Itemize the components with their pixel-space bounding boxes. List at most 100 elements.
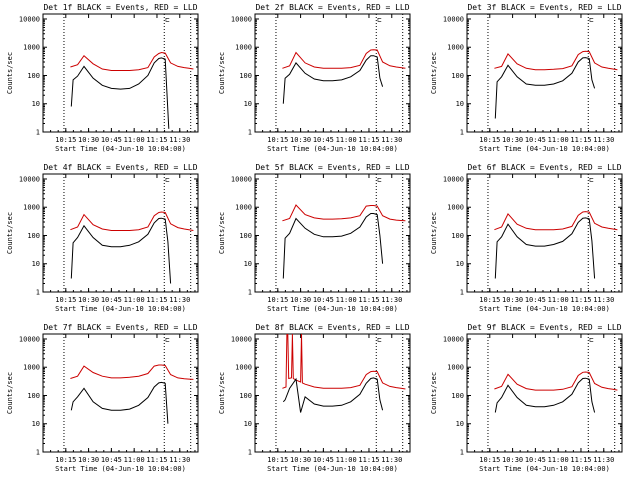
x-tick-label: 11:00 xyxy=(124,456,145,464)
x-tick-label: 11:15 xyxy=(146,136,167,144)
y-tick-label: 1000 xyxy=(23,204,40,212)
y-tick-label: 100 xyxy=(27,392,40,400)
x-axis-label: Start Time (04-Jun-10 10:04:00) xyxy=(267,145,398,153)
y-axis-label: Counts/sec xyxy=(430,52,438,94)
y-tick-label: 10000 xyxy=(19,175,40,183)
chart-title: Det 4f BLACK = Events, RED = LLD xyxy=(43,163,197,172)
x-tick-label: 10:45 xyxy=(525,456,546,464)
series-line-events xyxy=(70,217,172,284)
x-tick-label: 11:30 xyxy=(169,456,190,464)
plot-frame xyxy=(254,13,411,133)
y-tick-label: 1000 xyxy=(23,364,40,372)
y-axis-label: Counts/sec xyxy=(6,52,14,94)
plot-frame xyxy=(42,173,199,293)
bracket-marker: ⊏ xyxy=(377,336,381,344)
chart-title: Det 1f BLACK = Events, RED = LLD xyxy=(43,3,197,12)
y-tick-label: 100 xyxy=(239,232,252,240)
y-tick-label: 1 xyxy=(36,449,40,457)
x-tick-label: 10:15 xyxy=(267,456,288,464)
x-tick-label: 11:15 xyxy=(146,296,167,304)
x-axis-label: Start Time (04-Jun-10 10:04:00) xyxy=(479,145,610,153)
y-tick-label: 1000 xyxy=(447,204,464,212)
plot-frame xyxy=(466,13,623,133)
series-line-lld xyxy=(70,364,194,380)
plot-frame xyxy=(254,333,411,453)
y-tick-label: 10 xyxy=(32,260,40,268)
x-tick-label: 11:15 xyxy=(358,136,379,144)
y-tick-label: 10000 xyxy=(443,175,464,183)
x-tick-label: 10:15 xyxy=(267,296,288,304)
plot-frame xyxy=(466,173,623,293)
y-tick-label: 10000 xyxy=(231,15,252,23)
x-tick-label: 11:00 xyxy=(336,136,357,144)
y-tick-label: 10000 xyxy=(19,15,40,23)
y-tick-label: 10 xyxy=(244,260,252,268)
y-tick-label: 100 xyxy=(239,392,252,400)
y-tick-label: 100 xyxy=(451,72,464,80)
y-tick-label: 1 xyxy=(460,129,464,137)
y-tick-label: 10 xyxy=(32,100,40,108)
bracket-marker: ⊏ xyxy=(377,16,381,24)
y-tick-label: 1000 xyxy=(235,204,252,212)
x-tick-label: 10:30 xyxy=(78,296,99,304)
series-line-lld xyxy=(282,204,406,222)
x-axis-label: Start Time (04-Jun-10 10:04:00) xyxy=(55,465,186,473)
y-axis-label: Counts/sec xyxy=(6,372,14,414)
x-tick-label: 10:15 xyxy=(55,296,76,304)
y-tick-label: 10 xyxy=(456,260,464,268)
series-line-lld xyxy=(282,334,406,390)
y-tick-label: 1 xyxy=(460,289,464,297)
y-tick-label: 10 xyxy=(32,420,40,428)
x-tick-label: 10:15 xyxy=(55,456,76,464)
x-tick-label: 10:30 xyxy=(502,456,523,464)
x-tick-label: 10:30 xyxy=(78,456,99,464)
series-line-events xyxy=(282,55,384,104)
x-tick-label: 11:30 xyxy=(381,296,402,304)
x-tick-label: 10:15 xyxy=(479,296,500,304)
y-tick-label: 1000 xyxy=(447,44,464,52)
x-tick-label: 10:30 xyxy=(290,296,311,304)
y-tick-label: 10 xyxy=(244,100,252,108)
x-tick-label: 10:45 xyxy=(101,136,122,144)
series-line-lld xyxy=(70,211,194,231)
x-tick-label: 11:15 xyxy=(358,456,379,464)
chart-title: Det 2f BLACK = Events, RED = LLD xyxy=(255,3,409,12)
x-tick-label: 11:30 xyxy=(169,296,190,304)
chart-panel-1: Det 1f BLACK = Events, RED = LLD 10:15 10:… xyxy=(6,3,199,153)
x-tick-label: 10:45 xyxy=(525,296,546,304)
y-tick-label: 10000 xyxy=(443,335,464,343)
y-tick-label: 1 xyxy=(248,129,252,137)
x-tick-label: 11:15 xyxy=(570,296,591,304)
y-tick-label: 1 xyxy=(248,289,252,297)
y-tick-label: 1 xyxy=(460,449,464,457)
bracket-marker: ⊏ xyxy=(589,16,593,24)
x-tick-label: 11:30 xyxy=(593,296,614,304)
y-tick-label: 10 xyxy=(244,420,252,428)
x-tick-label: 11:00 xyxy=(336,456,357,464)
x-tick-label: 10:15 xyxy=(55,136,76,144)
series-line-lld xyxy=(494,371,618,391)
x-tick-label: 11:30 xyxy=(593,136,614,144)
x-tick-label: 11:00 xyxy=(548,136,569,144)
bracket-marker: ⊏ xyxy=(165,16,169,24)
y-tick-label: 1000 xyxy=(235,364,252,372)
y-tick-label: 10000 xyxy=(19,335,40,343)
y-tick-label: 1000 xyxy=(235,44,252,52)
y-tick-label: 100 xyxy=(451,392,464,400)
x-tick-label: 10:45 xyxy=(101,456,122,464)
chart-panel-4: Det 4f BLACK = Events, RED = LLD 10:15 10:… xyxy=(6,163,199,313)
y-tick-label: 1 xyxy=(36,129,40,137)
x-tick-label: 11:15 xyxy=(570,136,591,144)
series-line-events xyxy=(70,381,169,424)
y-tick-label: 100 xyxy=(239,72,252,80)
y-tick-label: 10000 xyxy=(231,175,252,183)
chart-title: Det 9f BLACK = Events, RED = LLD xyxy=(467,323,621,332)
y-tick-label: 1000 xyxy=(23,44,40,52)
y-tick-label: 100 xyxy=(451,232,464,240)
y-axis-label: Counts/sec xyxy=(430,212,438,254)
chart-title: Det 5f BLACK = Events, RED = LLD xyxy=(255,163,409,172)
